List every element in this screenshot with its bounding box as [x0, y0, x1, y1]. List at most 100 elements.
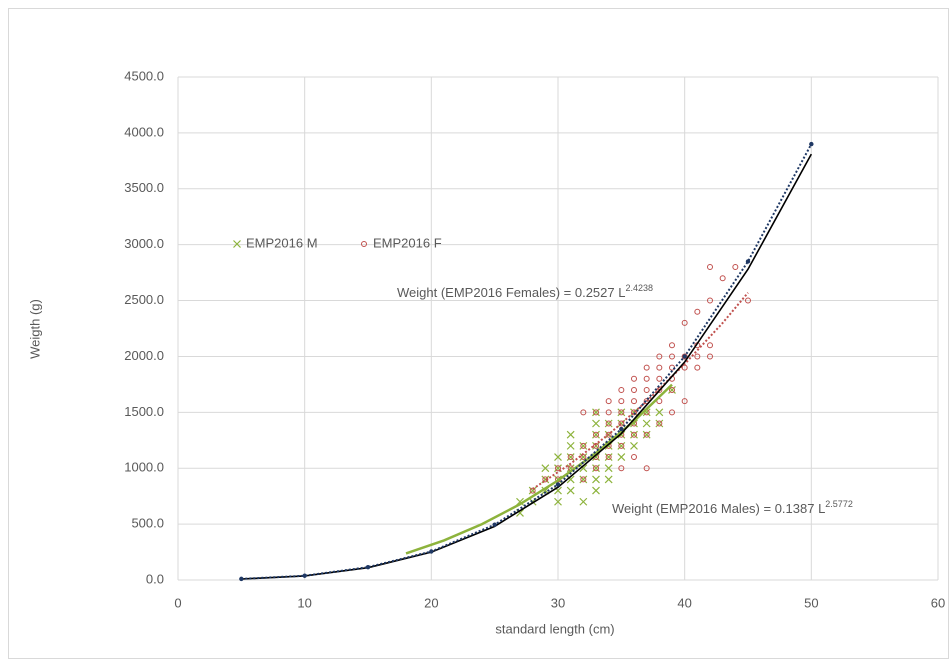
point	[681, 319, 688, 326]
x-axis-title: standard length (cm)	[495, 621, 614, 636]
point	[579, 464, 588, 473]
point	[580, 442, 587, 449]
annotation-text: Weight (EMP2016 Males) = 0.1387 L	[612, 501, 825, 516]
point	[592, 430, 600, 439]
point	[528, 486, 537, 495]
point	[604, 419, 613, 428]
point	[302, 573, 307, 578]
point	[566, 475, 575, 484]
point	[593, 465, 599, 472]
point	[492, 522, 497, 527]
legend-label: EMP2016 F	[373, 235, 442, 250]
point	[745, 259, 751, 264]
point	[630, 441, 638, 450]
point	[604, 464, 613, 473]
point	[618, 420, 625, 427]
point	[656, 386, 663, 393]
trend-line	[241, 153, 813, 580]
legend-label: EMP2016 M	[246, 235, 318, 250]
y-tick-label: 4500.0	[124, 68, 164, 83]
point	[719, 275, 726, 282]
point	[707, 297, 713, 304]
y-tick-label: 3000.0	[124, 236, 164, 251]
point	[643, 465, 650, 472]
point	[605, 398, 612, 405]
point	[681, 398, 688, 405]
trend-line	[532, 292, 749, 490]
point	[631, 398, 637, 405]
legend-marker	[361, 241, 367, 247]
point	[631, 386, 637, 393]
point	[707, 264, 713, 271]
point	[656, 398, 663, 405]
point	[604, 453, 613, 461]
point	[617, 453, 626, 461]
y-tick-label: 0.0	[146, 571, 164, 586]
point	[630, 408, 638, 417]
point	[669, 409, 675, 416]
point	[669, 353, 675, 360]
point	[566, 441, 575, 450]
y-tick-label: 4000.0	[124, 124, 164, 139]
point	[605, 431, 612, 438]
trend-line	[241, 143, 813, 580]
point	[592, 408, 600, 417]
x-tick-label: 10	[297, 595, 311, 610]
point	[809, 141, 814, 147]
point	[707, 353, 713, 360]
point	[655, 419, 664, 428]
point	[694, 353, 701, 360]
annotation-exponent: 2.4238	[625, 283, 653, 293]
x-tick-label: 60	[931, 595, 945, 610]
y-tick-label: 1000.0	[124, 460, 164, 475]
point	[643, 386, 650, 393]
x-tick-label: 0	[174, 595, 181, 610]
annotation-exponent: 2.5772	[825, 499, 853, 509]
y-tick-label: 1500.0	[124, 404, 164, 419]
point	[643, 431, 650, 438]
point	[655, 408, 664, 417]
point	[631, 375, 637, 382]
y-axis-title: Weigth (g)	[27, 299, 42, 359]
y-tick-label: 500.0	[131, 516, 164, 531]
point	[567, 454, 574, 461]
point	[643, 364, 650, 371]
point	[566, 453, 575, 461]
point	[619, 426, 624, 432]
point	[642, 419, 651, 428]
point	[593, 431, 599, 438]
point	[618, 409, 625, 416]
x-tick-label: 50	[804, 595, 818, 610]
point	[592, 475, 600, 484]
point	[592, 419, 600, 428]
point	[555, 482, 561, 487]
y-tick-label: 2000.0	[124, 348, 164, 363]
point	[566, 430, 575, 439]
point	[605, 454, 612, 461]
point	[566, 486, 575, 495]
point	[618, 465, 625, 472]
point	[630, 430, 638, 439]
x-tick-label: 20	[424, 595, 438, 610]
point	[682, 354, 687, 359]
point	[707, 342, 713, 349]
point	[554, 497, 562, 506]
annotation-text: Weight (EMP2016 Females) = 0.2527 L	[397, 285, 625, 300]
y-tick-label: 2500.0	[124, 292, 164, 307]
legend-item: EMP2016 M	[233, 235, 318, 250]
point	[541, 464, 550, 473]
point	[617, 408, 626, 417]
point	[429, 549, 434, 554]
y-tick-label: 3500.0	[124, 180, 164, 195]
point	[579, 441, 588, 450]
point	[592, 486, 600, 495]
point	[642, 430, 651, 439]
point	[745, 297, 751, 304]
annotation: Weight (EMP2016 Males) = 0.1387 L2.5772	[612, 499, 853, 516]
point	[631, 454, 637, 461]
point	[618, 442, 625, 449]
point	[694, 364, 701, 371]
chart-border	[8, 8, 949, 659]
